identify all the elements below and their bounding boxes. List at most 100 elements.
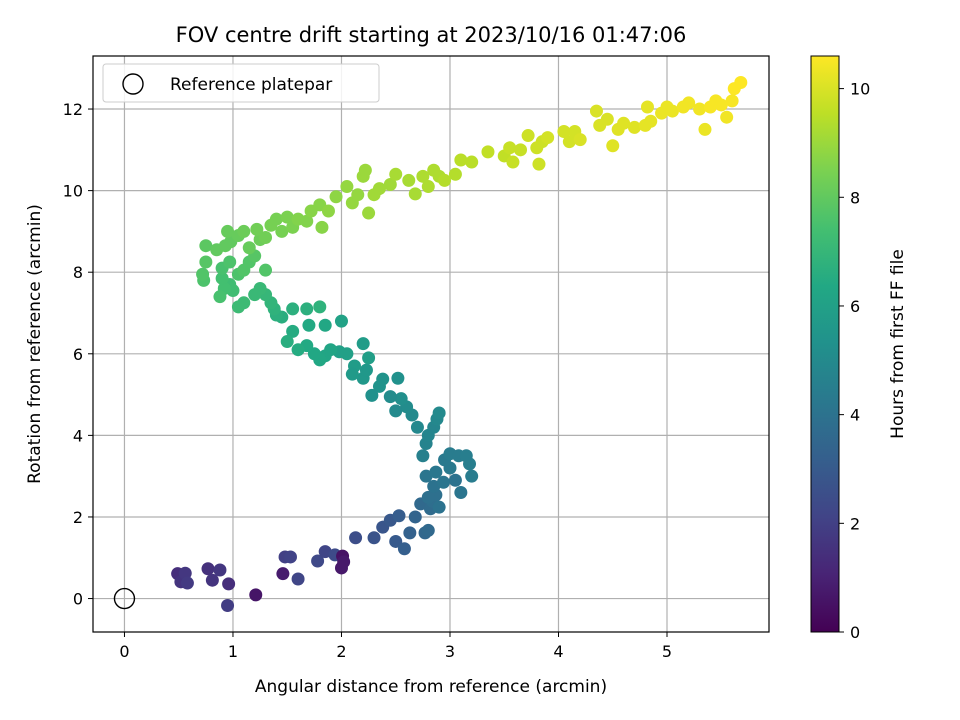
data-point xyxy=(454,485,468,499)
data-point xyxy=(291,572,305,586)
data-point xyxy=(221,224,235,238)
data-point xyxy=(259,263,273,277)
data-point xyxy=(286,302,300,316)
x-tick-label: 3 xyxy=(445,642,455,661)
data-point xyxy=(213,563,227,577)
y-tick-label: 10 xyxy=(63,182,83,201)
data-point xyxy=(359,363,373,377)
data-point xyxy=(300,214,314,228)
data-point xyxy=(349,531,363,545)
data-point xyxy=(329,190,343,204)
data-point xyxy=(408,510,422,524)
data-point xyxy=(307,347,321,361)
data-point xyxy=(403,526,417,540)
data-point xyxy=(340,180,354,194)
data-point xyxy=(269,212,283,226)
data-point xyxy=(315,220,329,234)
legend-marker xyxy=(122,73,144,95)
data-point xyxy=(392,509,406,523)
data-point xyxy=(394,392,408,406)
data-point xyxy=(358,163,372,177)
data-point xyxy=(600,112,614,126)
data-point xyxy=(367,531,381,545)
data-point xyxy=(351,188,365,202)
data-point xyxy=(408,187,422,201)
data-point xyxy=(199,255,213,269)
plot-frame xyxy=(92,55,770,633)
colorbar-tick-label: 10 xyxy=(850,80,870,99)
data-point xyxy=(521,129,535,143)
data-point xyxy=(448,167,462,181)
x-tick-label: 1 xyxy=(228,642,238,661)
data-point xyxy=(427,479,441,493)
data-point xyxy=(617,116,631,130)
data-point xyxy=(345,367,359,381)
data-point xyxy=(280,210,294,224)
data-point xyxy=(416,449,430,463)
colorbar-gradient xyxy=(810,55,840,633)
data-point xyxy=(249,588,263,602)
data-point xyxy=(372,182,386,196)
y-axis-label: Rotation from reference (arcmin) xyxy=(25,204,45,484)
data-point xyxy=(421,180,435,194)
x-axis-label: Angular distance from reference (arcmin) xyxy=(255,677,607,697)
points-layer xyxy=(113,76,748,612)
legend-box xyxy=(102,63,380,103)
data-point xyxy=(334,314,348,328)
data-point xyxy=(324,343,338,357)
data-point xyxy=(397,542,411,556)
data-point xyxy=(432,500,446,514)
data-point xyxy=(606,139,620,153)
data-point xyxy=(421,523,435,537)
colorbar-tick-label: 6 xyxy=(850,297,860,316)
data-point xyxy=(391,371,405,385)
data-point xyxy=(506,155,520,169)
grid xyxy=(93,56,769,632)
data-point xyxy=(389,404,403,418)
data-point xyxy=(682,96,696,110)
data-point xyxy=(557,124,571,138)
data-point xyxy=(465,469,479,483)
y-tick-label: 12 xyxy=(63,100,83,119)
data-point xyxy=(300,302,314,316)
data-point xyxy=(321,204,335,218)
data-point xyxy=(644,114,658,128)
data-point xyxy=(481,145,495,159)
x-tick-label: 2 xyxy=(336,642,346,661)
legend: Reference platepar xyxy=(102,63,380,103)
data-point xyxy=(419,469,433,483)
data-point xyxy=(421,490,435,504)
data-point xyxy=(383,390,397,404)
colorbar-tick-label: 0 xyxy=(850,623,860,642)
colorbar-tick-label: 4 xyxy=(850,406,860,425)
data-point xyxy=(410,420,424,434)
x-tick-label: 4 xyxy=(553,642,563,661)
data-point xyxy=(402,173,416,187)
data-point xyxy=(362,206,376,220)
data-point xyxy=(432,406,446,420)
data-point xyxy=(640,100,654,114)
data-point xyxy=(259,231,273,245)
data-point xyxy=(463,457,477,471)
data-point xyxy=(275,224,289,238)
data-point xyxy=(698,122,712,136)
y-tick-label: 2 xyxy=(73,508,83,527)
data-point xyxy=(562,135,576,149)
y-ticks: 0 2 4 6 8 10 12 xyxy=(63,100,93,609)
data-point xyxy=(720,110,734,124)
data-point xyxy=(503,141,517,155)
data-point xyxy=(222,577,236,591)
x-ticks: 0 1 2 3 4 5 xyxy=(119,632,672,661)
data-point xyxy=(438,173,452,187)
data-point xyxy=(389,534,403,548)
data-point xyxy=(465,155,479,169)
data-point xyxy=(337,555,351,569)
chart-title: FOV centre drift starting at 2023/10/16 … xyxy=(176,23,687,47)
data-point xyxy=(280,335,294,349)
data-point xyxy=(199,239,213,253)
data-point xyxy=(365,388,379,402)
data-point xyxy=(448,473,462,487)
colorbar-label: Hours from first FF file xyxy=(888,249,908,439)
y-tick-label: 8 xyxy=(73,263,83,282)
data-point xyxy=(276,567,290,581)
